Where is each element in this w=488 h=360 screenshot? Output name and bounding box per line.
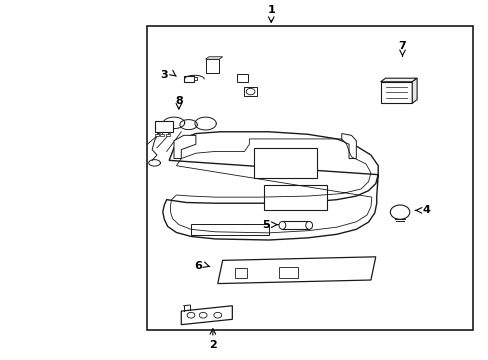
Bar [237,74,247,82]
Circle shape [213,312,221,318]
Bar [154,121,173,132]
Ellipse shape [279,221,285,229]
Bar [166,134,170,136]
Text: 7: 7 [398,41,406,51]
Polygon shape [341,134,356,158]
Circle shape [199,312,206,318]
Bar [282,221,308,229]
Polygon shape [380,78,416,82]
Bar [155,134,159,136]
Bar [183,76,194,82]
Polygon shape [163,132,377,240]
Bar [278,267,297,278]
Polygon shape [181,306,232,325]
Bar [244,87,256,96]
Polygon shape [217,257,375,284]
Text: 4: 4 [422,205,430,215]
Bar [160,134,163,136]
Text: 6: 6 [194,261,202,271]
Text: 1: 1 [267,5,275,15]
Bar [264,185,326,210]
Polygon shape [205,57,222,59]
Ellipse shape [305,221,312,229]
Polygon shape [411,78,416,103]
Text: 5: 5 [262,220,270,230]
Bar [234,268,246,278]
Polygon shape [174,135,196,158]
Circle shape [245,88,254,95]
Bar [147,26,472,330]
Polygon shape [380,82,411,103]
Circle shape [187,312,195,318]
Text: 8: 8 [175,96,183,107]
Text: 2: 2 [208,340,216,350]
Bar [194,77,197,80]
Bar [254,148,317,178]
Text: 3: 3 [160,69,168,80]
Circle shape [389,205,409,219]
Bar [191,224,268,235]
Bar [205,59,219,73]
